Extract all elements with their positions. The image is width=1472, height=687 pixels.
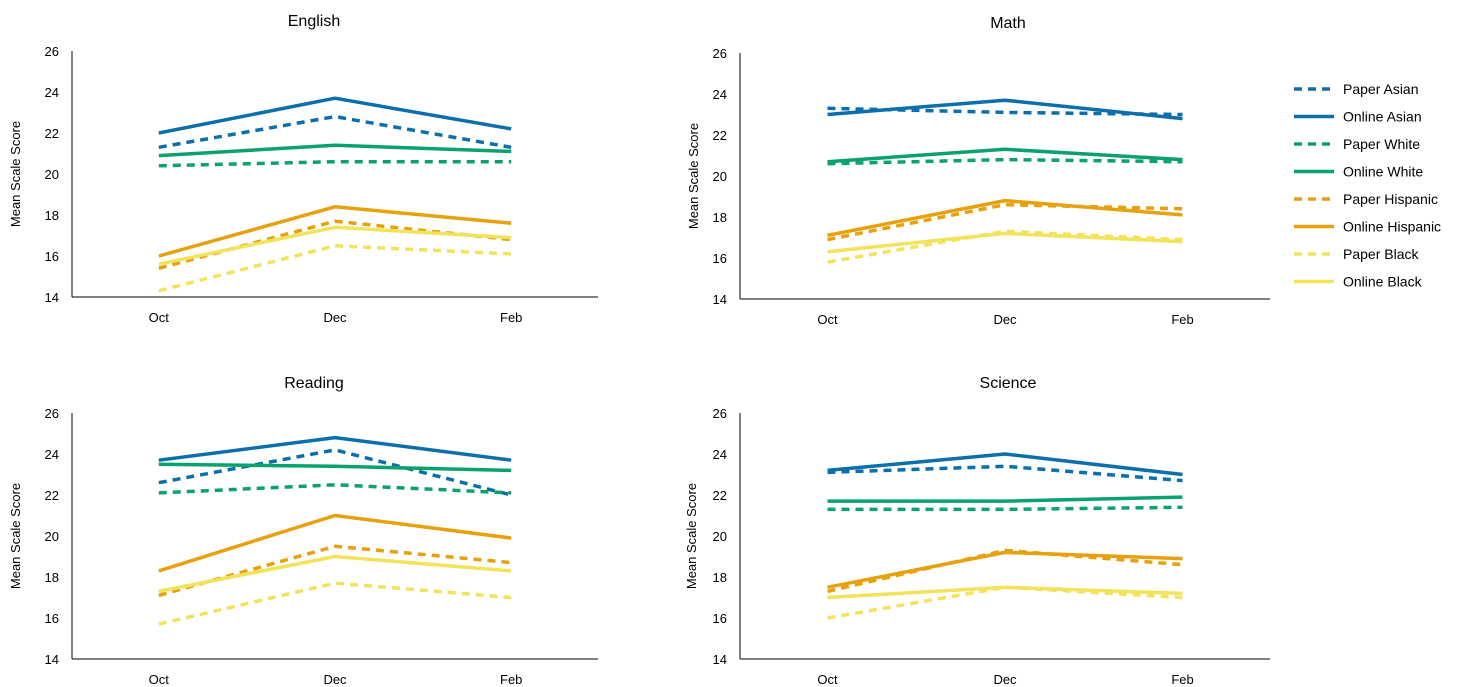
y-tick-label: 16	[713, 611, 727, 626]
series-line-paper-black	[158, 244, 512, 293]
x-tick-label: Oct	[149, 310, 170, 325]
legend-label-paper-black: Paper Black	[1343, 246, 1419, 262]
y-tick-label: 18	[45, 570, 59, 585]
chart-title: Reading	[284, 375, 344, 392]
y-tick-label: 14	[45, 652, 59, 667]
y-tick-label: 20	[713, 529, 727, 544]
series-line-online-asian	[827, 452, 1183, 477]
x-tick-label: Feb	[1171, 672, 1193, 687]
series-line-paper-white	[827, 505, 1183, 512]
y-tick-label: 22	[713, 128, 727, 143]
x-tick-label: Oct	[817, 672, 838, 687]
series-line-online-asian	[158, 435, 512, 462]
y-tick-label: 22	[45, 488, 59, 503]
x-tick-label: Oct	[149, 672, 170, 687]
y-axis-label: Mean Scale Score	[684, 483, 699, 589]
y-tick-label: 20	[45, 167, 59, 182]
y-tick-label: 16	[45, 249, 59, 264]
x-tick-label: Dec	[323, 672, 347, 687]
legend: Paper Asian Online Asian Paper White Online…	[1294, 81, 1441, 290]
series-line-online-asian	[827, 98, 1183, 121]
series-line-paper-hispanic	[827, 548, 1183, 594]
series-line-online-hispanic	[158, 513, 512, 573]
series-line-paper-black	[827, 229, 1183, 264]
legend-label-paper-white: Paper White	[1343, 136, 1420, 152]
chart-panel-reading: Reading Mean Scale Score 14 16 18 20 22 24 26 Oct…	[8, 375, 598, 687]
series-line-online-black	[827, 231, 1183, 254]
y-tick-label: 14	[45, 290, 59, 305]
y-tick-label: 26	[45, 44, 59, 59]
legend-label-paper-hispanic: Paper Hispanic	[1343, 191, 1438, 207]
y-tick-label: 24	[713, 447, 727, 462]
series-line-online-black	[158, 554, 512, 594]
series-line-online-black	[158, 225, 512, 266]
series-line-online-white	[827, 495, 1183, 503]
x-tick-label: Oct	[817, 312, 838, 327]
y-tick-label: 26	[45, 406, 59, 421]
y-tick-label: 24	[45, 447, 59, 462]
series-line-paper-white	[158, 483, 512, 495]
x-tick-label: Feb	[500, 310, 522, 325]
x-tick-label: Dec	[323, 310, 347, 325]
series-line-online-hispanic	[827, 550, 1183, 590]
legend-label-online-hispanic: Online Hispanic	[1343, 219, 1441, 235]
y-tick-label: 14	[713, 652, 727, 667]
y-tick-label: 20	[45, 529, 59, 544]
series-line-paper-white	[158, 159, 512, 168]
series-line-paper-asian	[158, 114, 512, 150]
chart-panel-science: Science Mean Scale Score 14 16 18 20 22 24 26 Oct…	[684, 375, 1270, 687]
y-tick-label: 22	[713, 488, 727, 503]
series-line-paper-asian	[827, 464, 1183, 483]
series-line-paper-hispanic	[827, 202, 1183, 242]
y-tick-label: 18	[713, 210, 727, 225]
series-line-paper-asian	[158, 448, 512, 497]
series-line-online-white	[158, 462, 512, 473]
y-axis-label: Mean Scale Score	[8, 121, 23, 227]
y-tick-label: 16	[45, 611, 59, 626]
series-line-online-hispanic	[158, 205, 512, 258]
y-tick-label: 18	[713, 570, 727, 585]
series-line-online-white	[158, 143, 512, 158]
legend-label-online-black: Online Black	[1343, 274, 1423, 290]
chart-title: Science	[980, 375, 1037, 392]
series-line-paper-black	[158, 581, 512, 626]
y-tick-label: 26	[713, 46, 727, 61]
legend-label-paper-asian: Paper Asian	[1343, 81, 1419, 97]
y-axis-label: Mean Scale Score	[8, 483, 23, 589]
y-tick-label: 18	[45, 208, 59, 223]
series-line-online-hispanic	[827, 198, 1183, 238]
y-axis-label: Mean Scale Score	[686, 123, 701, 229]
series-line-online-black	[827, 585, 1183, 600]
y-tick-label: 16	[713, 251, 727, 266]
series-line-online-white	[827, 147, 1183, 164]
legend-label-online-asian: Online Asian	[1343, 109, 1422, 125]
y-tick-label: 14	[713, 292, 727, 307]
chart-title: Math	[990, 15, 1026, 32]
chart-title: English	[288, 13, 340, 30]
chart-panel-english: English Mean Scale Score 14 16 18 20 22 24 26 Oct…	[8, 13, 598, 325]
series-line-paper-black	[827, 585, 1183, 620]
y-tick-label: 26	[713, 406, 727, 421]
x-tick-label: Feb	[500, 672, 522, 687]
x-tick-label: Dec	[993, 672, 1017, 687]
y-tick-label: 22	[45, 126, 59, 141]
x-tick-label: Feb	[1171, 312, 1193, 327]
y-tick-label: 24	[45, 85, 59, 100]
legend-label-online-white: Online White	[1343, 164, 1423, 180]
chart-panel-math: Math Mean Scale Score 14 16 18 20 22 24 26 Oct Dec…	[686, 15, 1270, 327]
y-tick-label: 24	[713, 87, 727, 102]
series-line-online-asian	[158, 96, 512, 135]
x-tick-label: Dec	[993, 312, 1017, 327]
y-tick-label: 20	[713, 169, 727, 184]
series-line-paper-white	[827, 157, 1183, 166]
